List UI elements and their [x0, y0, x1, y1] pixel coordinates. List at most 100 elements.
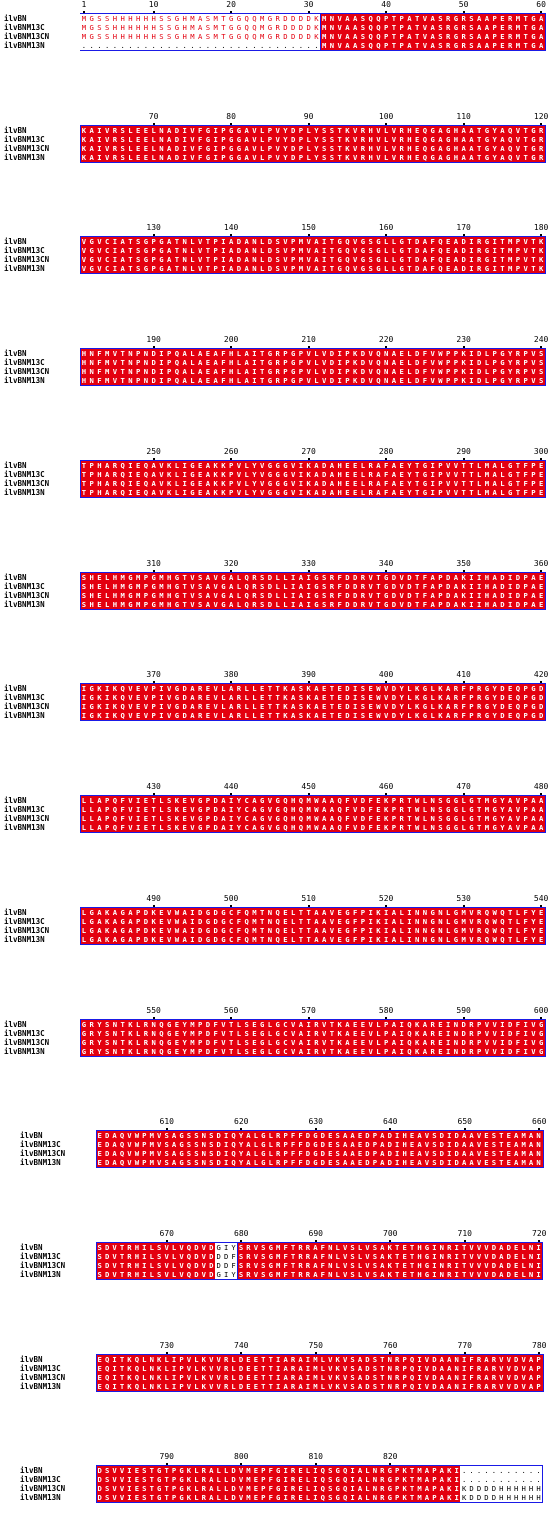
ruler-tick: [389, 1463, 392, 1465]
sequence-name: ilvBNM13C: [4, 582, 45, 591]
ruler-tick: [462, 793, 465, 795]
ruler-tick: [230, 234, 233, 236]
ruler-number: 40: [381, 0, 391, 9]
ruler-tick: [307, 346, 310, 348]
ruler-tick: [165, 1240, 168, 1242]
ruler-number: 650: [457, 1117, 472, 1126]
ruler-tick: [165, 1128, 168, 1130]
ruler-number: 270: [301, 447, 316, 456]
ruler-number: 370: [146, 670, 161, 679]
ruler-number: 450: [301, 782, 316, 791]
sequence-name: ilvBNM13N: [4, 823, 45, 832]
ruler-tick: [152, 11, 155, 13]
sequence-name: ilvBNM13N: [20, 1382, 61, 1391]
ruler-number: 300: [533, 447, 549, 456]
sequence-name: ilvBN: [20, 1243, 43, 1252]
ruler-number: 10: [148, 0, 159, 9]
sequence-name: ilvBNM13CN: [20, 1373, 66, 1382]
ruler-number: 200: [223, 335, 239, 344]
sequence-name: ilvBNM13N: [20, 1270, 61, 1279]
ruler-number: 680: [234, 1229, 249, 1238]
ruler-tick: [462, 11, 465, 13]
ruler-number: 110: [456, 112, 471, 121]
sequence-name: ilvBNM13C: [20, 1364, 61, 1373]
ruler-tick: [230, 11, 233, 13]
sequence-name: ilvBNM13CN: [4, 814, 50, 823]
ruler-tick: [307, 570, 310, 572]
ruler-number: 120: [533, 112, 549, 121]
ruler-tick: [462, 234, 465, 236]
ruler-tick: [389, 1352, 392, 1354]
sequence-name: ilvBN: [20, 1466, 43, 1475]
sequence-name: ilvBNM13N: [4, 935, 45, 944]
ruler-tick: [385, 123, 388, 125]
alignment-block: 490 500 510 520 530 540 ilvBN L G A K A G A P D K E V W A I D G…: [0, 894, 550, 974]
ruler-number: 640: [383, 1117, 398, 1126]
ruler-tick: [314, 1128, 317, 1130]
ruler-tick: [385, 681, 388, 683]
ruler-number: 70: [148, 112, 159, 121]
ruler-tick: [462, 346, 465, 348]
ruler-tick: [389, 1128, 392, 1130]
ruler-number: 310: [146, 559, 161, 568]
ruler-tick: [307, 1017, 310, 1019]
ruler-number: 620: [234, 1117, 249, 1126]
sequence-name: ilvBNM13N: [4, 153, 45, 162]
sequence-name: ilvBNM13C: [20, 1475, 61, 1484]
ruler-tick: [385, 458, 388, 460]
ruler-number: 540: [533, 894, 549, 903]
sequence-name: ilvBNM13CN: [20, 1484, 66, 1493]
sequence-name: ilvBNM13CN: [4, 1038, 50, 1047]
ruler-number: 320: [223, 559, 239, 568]
ruler-number: 780: [532, 1341, 547, 1350]
ruler-number: 220: [378, 335, 394, 344]
ruler-number: 260: [223, 447, 239, 456]
ruler-tick: [385, 346, 388, 348]
ruler-number: 710: [457, 1229, 472, 1238]
sequence-name: ilvBNM13C: [4, 246, 45, 255]
ruler-tick: [230, 681, 233, 683]
ruler-tick: [307, 793, 310, 795]
sequence-name: ilvBN: [4, 461, 27, 470]
ruler-tick: [540, 458, 543, 460]
ruler-tick: [307, 458, 310, 460]
ruler-number: 520: [378, 894, 394, 903]
conserved-region: [319, 13, 546, 51]
sequence-name: ilvBNM13N: [4, 488, 45, 497]
sequence-name: ilvBN: [4, 796, 27, 805]
ruler-number: 720: [532, 1229, 547, 1238]
ruler-number: 390: [301, 670, 316, 679]
ruler-number: 340: [378, 559, 394, 568]
sequence-name: ilvBNM13N: [4, 711, 45, 720]
ruler-number: 1: [81, 0, 87, 9]
ruler-tick: [82, 11, 85, 13]
ruler-number: 190: [146, 335, 161, 344]
ruler-tick: [307, 234, 310, 236]
ruler-tick: [230, 123, 233, 125]
ruler-number: 590: [456, 1006, 471, 1015]
ruler-number: 610: [159, 1117, 174, 1126]
